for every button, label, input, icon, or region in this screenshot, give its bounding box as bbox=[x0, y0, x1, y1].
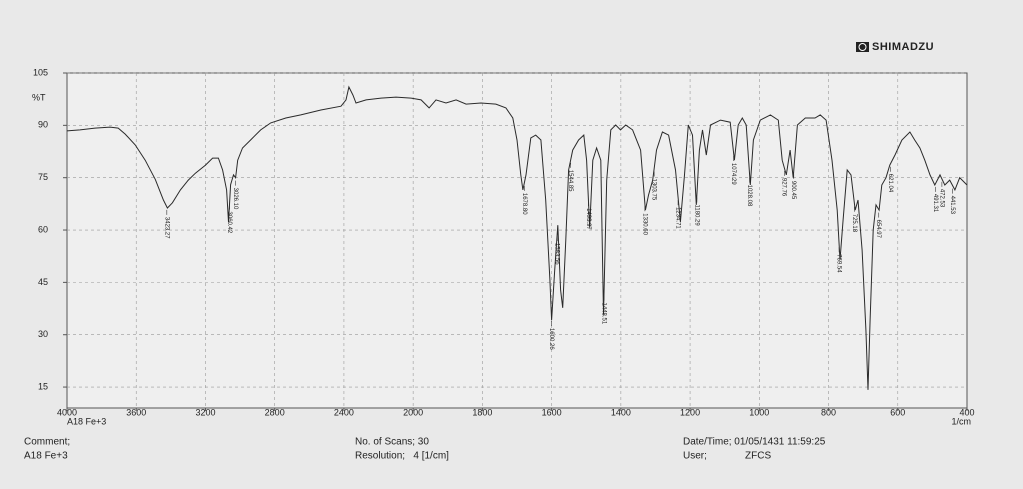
x-tick-label: 4000 bbox=[57, 407, 77, 417]
x-tick-label: 400 bbox=[959, 407, 974, 417]
x-tick-label: 1200 bbox=[680, 407, 700, 417]
peak-label: 1448.51 bbox=[600, 303, 606, 325]
x-tick-label: 2400 bbox=[334, 407, 354, 417]
peak-label: 1600.26 bbox=[548, 328, 554, 350]
peak-label: 1583.56 bbox=[554, 243, 560, 265]
peak-label: 769.54 bbox=[836, 254, 842, 273]
peak-label: 1493.97 bbox=[585, 208, 591, 230]
y-tick-label: 90 bbox=[38, 120, 48, 130]
peak-label: 621.04 bbox=[887, 174, 893, 193]
x-tick-label: 1800 bbox=[472, 407, 492, 417]
spectrum-line bbox=[66, 85, 968, 390]
brand-logo: SHIMADZU bbox=[856, 41, 934, 53]
peak-label: 3060.42 bbox=[226, 212, 232, 234]
peak-label: 3423.27 bbox=[163, 217, 169, 239]
y-tick-label: 45 bbox=[38, 277, 48, 287]
y-tick-label: 30 bbox=[38, 329, 48, 339]
peak-label: 1330.60 bbox=[641, 213, 647, 235]
brand-name: SHIMADZU bbox=[872, 41, 934, 53]
peak-label: 491.31 bbox=[932, 194, 938, 213]
x-axis-label: 1/cm bbox=[951, 416, 971, 426]
x-tick-label: 2800 bbox=[265, 407, 285, 417]
comment: A18 Fe+3 bbox=[24, 451, 68, 462]
peak-label: 1028.08 bbox=[746, 185, 752, 207]
sample-name: A18 Fe+3 bbox=[67, 416, 106, 426]
peak-label: 472.53 bbox=[938, 189, 944, 208]
peak-label: 1678.80 bbox=[521, 193, 527, 215]
user: ZFCS bbox=[745, 451, 771, 462]
peak-label: 1234.71 bbox=[674, 207, 680, 229]
logo-icon-ring bbox=[858, 43, 867, 51]
comment-label: Comment; bbox=[24, 437, 70, 448]
peak-label: 3026.10 bbox=[232, 188, 238, 210]
plot-frame bbox=[66, 72, 968, 409]
peak-label: 441.53 bbox=[949, 196, 955, 215]
x-tick-label: 3600 bbox=[126, 407, 146, 417]
x-tick-label: 1600 bbox=[542, 407, 562, 417]
x-tick-label: 800 bbox=[821, 407, 836, 417]
peak-label: 1180.29 bbox=[693, 204, 699, 226]
user-label: User; bbox=[683, 451, 707, 462]
peak-label: 1303.75 bbox=[651, 179, 657, 201]
scans: No. of Scans; 30 bbox=[355, 437, 429, 448]
peak-label: 1544.85 bbox=[567, 170, 573, 192]
y-tick-label: 105 bbox=[33, 67, 48, 77]
x-tick-label: 1000 bbox=[749, 407, 769, 417]
x-tick-label: 3200 bbox=[195, 407, 215, 417]
peak-label: 654.97 bbox=[875, 220, 881, 239]
peak-label: 900.45 bbox=[790, 181, 796, 200]
datetime: Date/Time; 01/05/1431 11:59:25 bbox=[683, 437, 826, 448]
x-tick-label: 600 bbox=[890, 407, 905, 417]
logo-icon bbox=[856, 42, 869, 52]
y-tick-label: 60 bbox=[38, 224, 48, 234]
y-tick-label: 75 bbox=[38, 172, 48, 182]
y-axis-label: %T bbox=[32, 92, 46, 102]
y-tick-label: 15 bbox=[38, 381, 48, 391]
x-tick-label: 1400 bbox=[611, 407, 631, 417]
resolution: Resolution; 4 [1/cm] bbox=[355, 451, 449, 462]
peak-label: 1074.29 bbox=[730, 163, 736, 185]
peak-label: 725.18 bbox=[851, 214, 857, 233]
peak-label: 927.76 bbox=[781, 178, 787, 197]
x-tick-label: 2000 bbox=[403, 407, 423, 417]
